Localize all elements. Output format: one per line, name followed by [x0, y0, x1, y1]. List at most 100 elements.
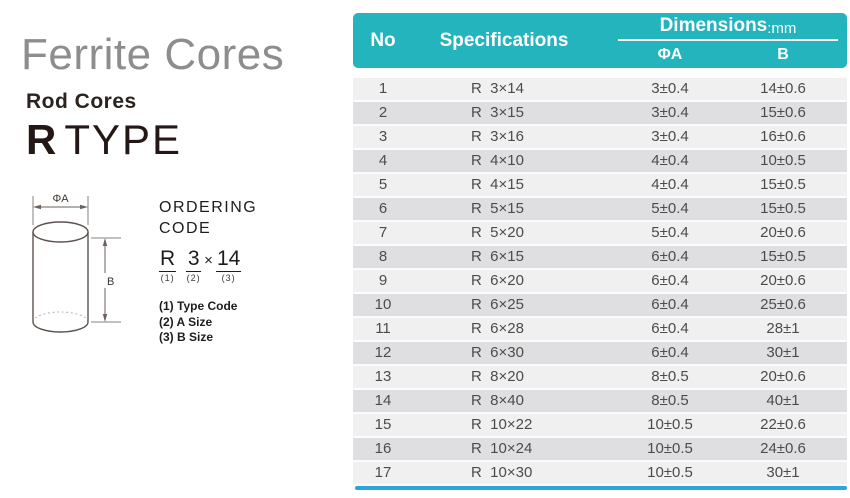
table-row: 4 R 4×10 4±0.4 10±0.5 [353, 150, 847, 174]
height-dimension-label: B [107, 276, 114, 288]
cell-dimension-b: 24±0.6 [760, 440, 806, 457]
multiply-sign: × [204, 252, 213, 269]
formula-type-code: R (1) [159, 247, 177, 283]
cell-dimension-a: 4±0.4 [651, 152, 689, 169]
table-row: 16 R 10×24 10±0.5 24±0.6 [353, 438, 847, 462]
cell-dimension-a: 8±0.5 [651, 392, 689, 409]
table-row: 2 R 3×15 3±0.4 15±0.6 [353, 102, 847, 126]
cell-specification: R 5×20 [471, 224, 524, 241]
cell-dimension-b: 15±0.5 [760, 248, 806, 265]
ordering-code-heading: ORDERING CODE [159, 199, 258, 237]
header-specifications: Specifications [439, 29, 569, 51]
cell-specification: R 5×15 [471, 200, 524, 217]
cell-no: 9 [378, 272, 388, 289]
table-row: 13 R 8×20 8±0.5 20±0.6 [353, 366, 847, 390]
cell-specification: R 6×28 [471, 320, 524, 337]
cell-dimension-b: 25±0.6 [760, 296, 806, 313]
rod-core-diagram: ΦA B [32, 193, 121, 333]
cell-dimension-a: 4±0.4 [651, 176, 689, 193]
cell-no: 11 [375, 320, 391, 337]
cell-dimension-b: 10±0.5 [760, 152, 806, 169]
table-row: 12 R 6×30 6±0.4 30±1 [353, 342, 847, 366]
table-row: 1 R 3×14 3±0.4 14±0.6 [353, 78, 847, 102]
cell-dimension-b: 16±0.6 [760, 128, 806, 145]
type-heading: R TYPE [26, 119, 182, 161]
cell-no: 3 [378, 128, 388, 145]
cell-dimension-b: 20±0.6 [760, 272, 806, 289]
type-heading-letter: R [26, 116, 57, 163]
table-bottom-accent-line [355, 486, 847, 490]
cell-dimension-b: 22±0.6 [760, 416, 806, 433]
table-row: 17 R 10×30 10±0.5 30±1 [353, 462, 847, 486]
cell-dimension-a: 6±0.4 [651, 344, 689, 361]
specifications-table: No Specifications Dimensions:mm ΦA B 1 R… [353, 13, 847, 486]
cell-specification: R 4×15 [471, 176, 524, 193]
cell-dimension-a: 6±0.4 [651, 296, 689, 313]
cell-no: 6 [378, 200, 388, 217]
cell-dimension-a: 10±0.5 [647, 464, 693, 481]
table-row: 8 R 6×15 6±0.4 15±0.5 [353, 246, 847, 270]
cell-no: 2 [378, 104, 388, 121]
cell-dimension-a: 6±0.4 [651, 248, 689, 265]
cell-dimension-a: 6±0.4 [651, 320, 689, 337]
cell-dimension-a: 3±0.4 [651, 128, 689, 145]
formula-a-size: 3 (2) [186, 247, 202, 283]
cell-no: 17 [374, 464, 392, 481]
ordering-code-formula: R (1) 3 (2) × 14 (3) [159, 248, 339, 284]
table-row: 6 R 5×15 5±0.4 15±0.5 [353, 198, 847, 222]
cell-specification: R 10×24 [471, 440, 533, 457]
header-dimensions: Dimensions:mm [618, 13, 838, 41]
header-col-b: B [777, 45, 789, 63]
cell-dimension-b: 15±0.5 [760, 176, 806, 193]
cell-specification: R 8×40 [471, 392, 524, 409]
cell-specification: R 6×20 [471, 272, 524, 289]
cell-specification: R 10×22 [471, 416, 533, 433]
legend-b-size: (3) B Size [159, 330, 214, 344]
cell-dimension-a: 5±0.4 [651, 200, 689, 217]
cell-specification: R 3×15 [471, 104, 524, 121]
cell-dimension-a: 5±0.4 [651, 224, 689, 241]
table-row: 14 R 8×40 8±0.5 40±1 [353, 390, 847, 414]
cell-dimension-a: 10±0.5 [647, 416, 693, 433]
cell-dimension-b: 40±1 [766, 392, 800, 409]
cell-no: 15 [374, 416, 392, 433]
cell-specification: R 6×15 [471, 248, 524, 265]
cell-dimension-a: 10±0.5 [647, 440, 693, 457]
cell-dimension-a: 3±0.4 [651, 104, 689, 121]
ordering-code-section: ORDERING CODE R (1) 3 (2) × 14 (3) (1) T… [159, 197, 339, 346]
cell-dimension-b: 14±0.6 [760, 80, 806, 97]
cell-dimension-b: 20±0.6 [760, 368, 806, 385]
table-row: 3 R 3×16 3±0.4 16±0.6 [353, 126, 847, 150]
cell-dimension-b: 28±1 [766, 320, 800, 337]
page-title: Ferrite Cores [21, 30, 285, 79]
legend-a-size: (2) A Size [159, 314, 213, 329]
cell-specification: R 6×30 [471, 344, 524, 361]
cell-dimension-a: 6±0.4 [651, 272, 689, 289]
dimensions-unit: :mm [767, 20, 797, 37]
type-heading-word: TYPE [64, 116, 183, 163]
cell-specification: R 3×14 [471, 80, 524, 97]
table-row: 7 R 5×20 5±0.4 20±0.6 [353, 222, 847, 246]
table-body: 1 R 3×14 3±0.4 14±0.6 2 R 3×15 3±0.4 15±… [353, 78, 847, 486]
cell-no: 1 [378, 80, 388, 97]
table-header: No Specifications Dimensions:mm ΦA B [353, 13, 847, 68]
table-row: 9 R 6×20 6±0.4 20±0.6 [353, 270, 847, 294]
header-col-a: ΦA [657, 45, 683, 63]
cell-no: 4 [378, 152, 388, 169]
cell-specification: R 6×25 [471, 296, 524, 313]
legend-type-code: (1) Type Code [159, 299, 238, 313]
cell-specification: R 10×30 [471, 464, 533, 481]
cell-no: 16 [374, 440, 392, 457]
ordering-code-legend: (1) Type Code (2) A Size (3) B Size [159, 299, 339, 346]
cell-no: 10 [374, 296, 392, 313]
hidden-edge [32, 311, 89, 323]
cell-dimension-b: 30±1 [766, 464, 800, 481]
cell-no: 5 [378, 176, 388, 193]
cell-dimension-b: 20±0.6 [760, 224, 806, 241]
cell-no: 7 [378, 224, 388, 241]
cell-specification: R 8×20 [471, 368, 524, 385]
cell-dimension-a: 8±0.5 [651, 368, 689, 385]
cell-specification: R 4×10 [471, 152, 524, 169]
cell-dimension-b: 15±0.5 [760, 200, 806, 217]
